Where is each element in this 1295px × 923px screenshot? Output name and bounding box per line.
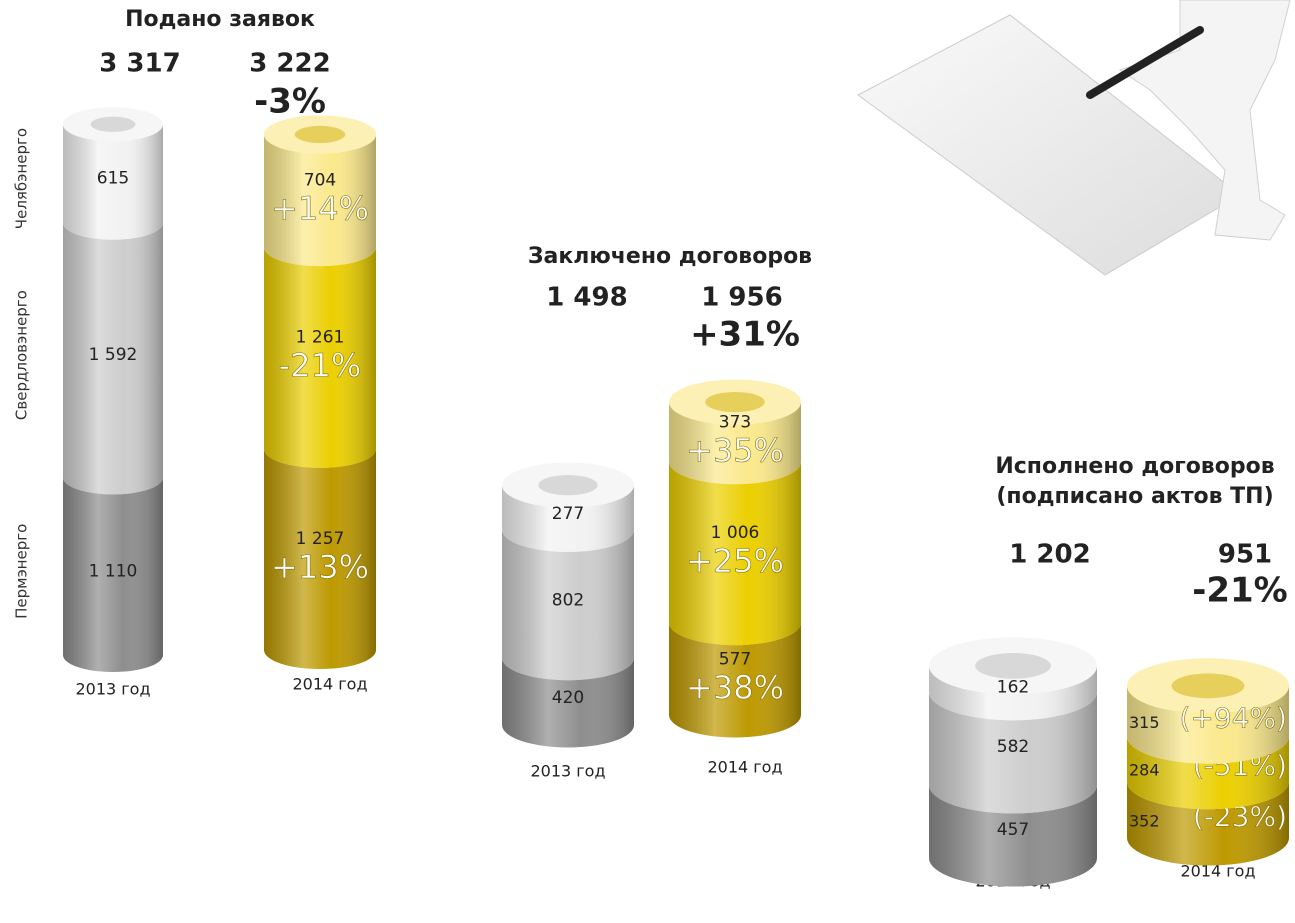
total-label: 1 202 bbox=[1009, 540, 1090, 570]
legend-label: Челябэнерго bbox=[13, 128, 31, 229]
value-label: 277 bbox=[552, 504, 584, 524]
cylinder-hole bbox=[538, 475, 597, 495]
value-label: 284 bbox=[1129, 761, 1160, 780]
chart-title: Заключено договоров bbox=[500, 242, 840, 272]
value-label: 373 bbox=[719, 413, 751, 433]
change-label: +25% bbox=[686, 542, 784, 580]
x-tick-label: 2013 год bbox=[75, 680, 150, 699]
change-label: +13% bbox=[271, 548, 369, 586]
x-tick-label: 2014 год bbox=[292, 675, 367, 694]
page: 3 317 3 222-3% 2013 год Пермэнерго 1 110 Свер… bbox=[0, 0, 1295, 923]
illustration bbox=[858, 0, 1290, 275]
cylinder-hole bbox=[975, 653, 1051, 679]
change-label: -21% bbox=[279, 347, 362, 385]
cylinder-hole bbox=[1172, 673, 1245, 698]
chart-title: Подано заявок bbox=[70, 5, 370, 35]
total-label: 3 317 bbox=[99, 49, 180, 79]
total-label: 951 bbox=[1218, 540, 1272, 570]
change-label: (+94%) bbox=[1179, 701, 1287, 734]
total-change: -21% bbox=[1192, 571, 1288, 611]
value-label: 352 bbox=[1129, 812, 1160, 831]
value-label: 1 261 bbox=[296, 328, 345, 348]
change-label: +35% bbox=[686, 432, 784, 470]
x-tick-label: 2014 год bbox=[707, 758, 782, 777]
change-label: +14% bbox=[271, 190, 369, 228]
value-label: 704 bbox=[304, 171, 336, 191]
value-label: 315 bbox=[1129, 713, 1160, 732]
value-label: 457 bbox=[997, 820, 1029, 840]
value-label: 582 bbox=[997, 737, 1029, 757]
legend-label: Пермэнерго bbox=[13, 524, 31, 619]
legend-label: Свердловэнерго bbox=[13, 290, 31, 420]
value-label: 162 bbox=[997, 677, 1029, 697]
value-label: 1 110 bbox=[89, 561, 138, 581]
cylinder-hole bbox=[295, 126, 345, 143]
value-label: 802 bbox=[552, 590, 584, 610]
total-label: 3 222 bbox=[249, 49, 330, 79]
value-label: 1 592 bbox=[89, 345, 138, 365]
value-label: 1 257 bbox=[296, 529, 345, 549]
total-change: +31% bbox=[690, 315, 800, 355]
x-tick-label: 2013 год bbox=[530, 762, 605, 781]
value-label: 615 bbox=[97, 169, 129, 189]
value-label: 420 bbox=[552, 688, 584, 708]
total-label: 1 498 bbox=[546, 283, 627, 313]
cylinder-hole bbox=[91, 117, 136, 132]
total-change: -3% bbox=[254, 82, 326, 122]
cylinder-hole bbox=[705, 392, 764, 412]
change-label: +38% bbox=[686, 669, 784, 707]
value-label: 1 006 bbox=[711, 523, 760, 543]
value-label: 577 bbox=[719, 650, 751, 670]
total-label: 1 956 bbox=[701, 283, 782, 313]
chart-title: Исполнено договоров (подписано актов ТП) bbox=[970, 452, 1295, 512]
